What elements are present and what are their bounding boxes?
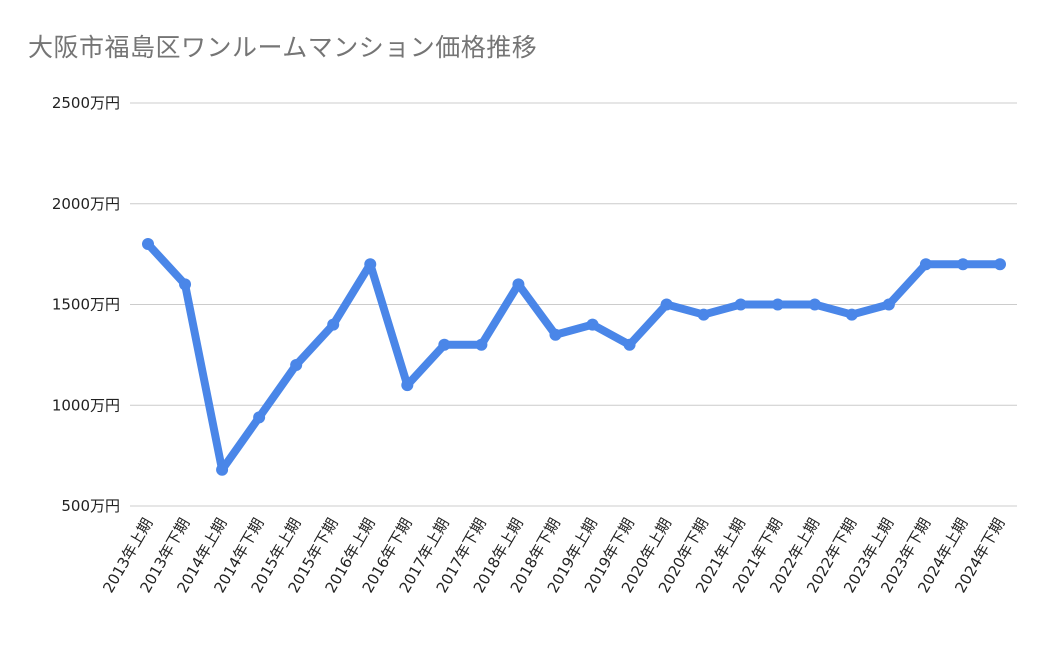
data-point [364,258,377,271]
series-line [144,240,1004,474]
data-point [586,318,599,331]
y-tick-label: 2000万円 [52,195,120,213]
data-point [882,298,895,311]
data-point [845,308,858,321]
data-point [956,258,969,271]
data-point [401,379,414,392]
data-point [771,298,784,311]
data-point [549,328,562,341]
y-tick-label: 2500万円 [52,94,120,112]
y-axis-ticks: 500万円 1000万円 1500万円 2000万円 2500万円 [52,94,120,515]
data-point [253,411,266,424]
data-point [512,278,525,291]
x-axis-ticks: 2013年上期2013年下期2014年上期2014年下期2015年上期2015年… [99,515,1008,596]
data-point [734,298,747,311]
y-tick-label: 500万円 [61,497,120,515]
series-layer [142,238,1006,476]
chart-title: 大阪市福島区ワンルームマンション価格推移 [28,33,538,62]
data-point [475,338,488,351]
data-point [327,318,340,331]
data-point [438,338,451,351]
gridlines [130,102,1017,507]
data-point [808,298,821,311]
data-point [216,463,229,476]
y-tick-label: 1000万円 [52,396,120,414]
y-tick-label: 1500万円 [52,296,120,314]
data-point [290,358,303,371]
data-point [623,338,636,351]
data-point [919,258,932,271]
data-point [660,298,673,311]
data-point [179,278,192,291]
data-point [142,238,154,251]
data-point [697,308,710,321]
data-point [994,258,1006,271]
